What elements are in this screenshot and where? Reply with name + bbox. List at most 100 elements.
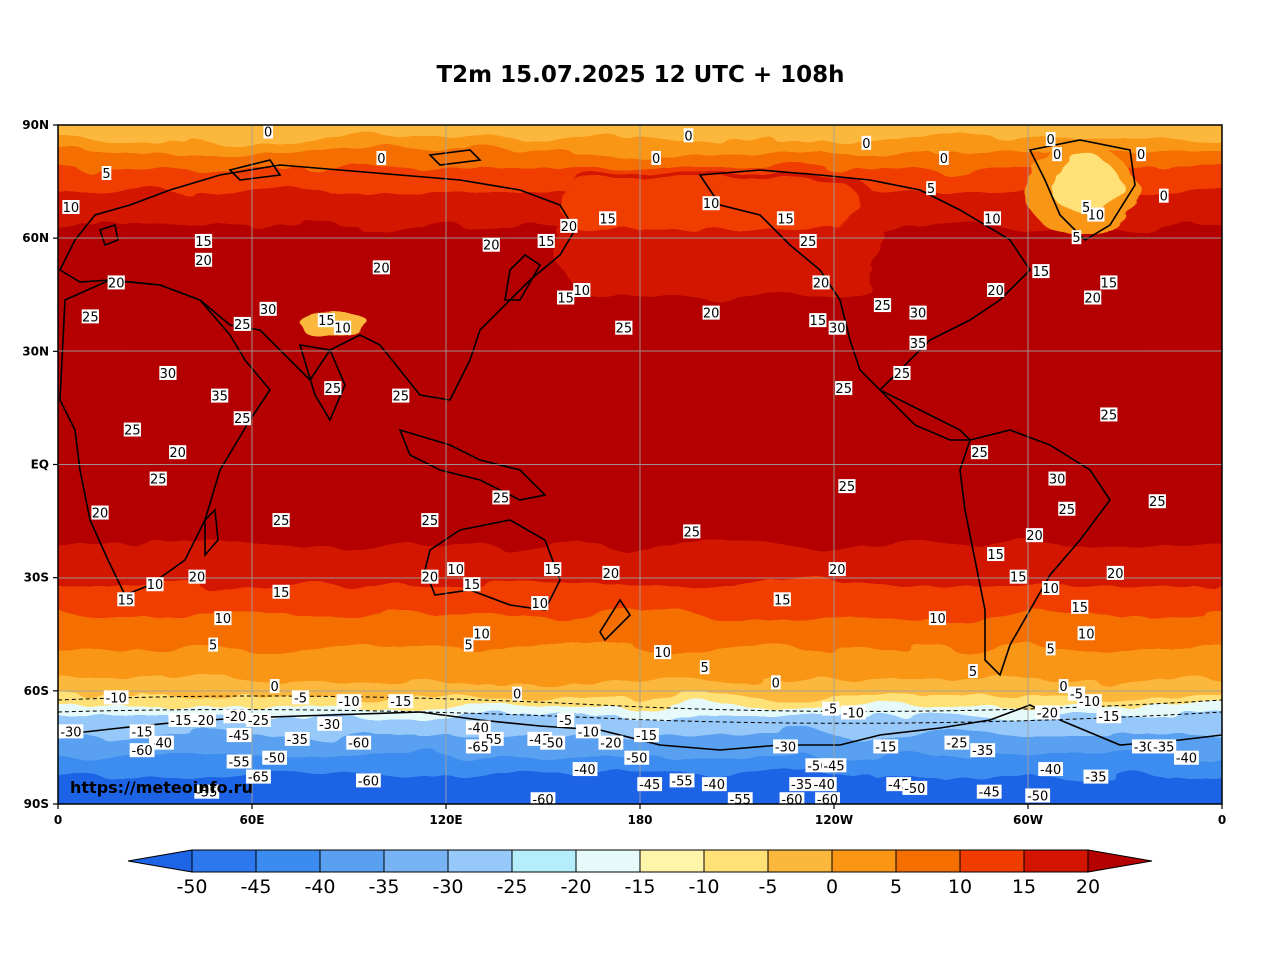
isotherm-label: 10: [146, 577, 164, 593]
isotherm-label-text: 20: [813, 276, 830, 291]
isotherm-label: -5: [1067, 686, 1086, 703]
isotherm-label-text: 0: [1053, 148, 1061, 163]
isotherm-label: 15: [776, 211, 795, 227]
isotherm-label: 10: [472, 626, 491, 642]
isotherm-label-text: 10: [703, 197, 720, 212]
isotherm-label-text: 25: [616, 322, 633, 337]
isotherm-label-text: -40: [151, 737, 172, 752]
isotherm-label: -20: [598, 735, 624, 752]
isotherm-label: -55: [226, 754, 252, 771]
colorbar-label: -25: [496, 876, 527, 898]
isotherm-label: -25: [944, 735, 970, 752]
isotherm-label: 30: [909, 305, 927, 322]
isotherm-label-text: 25: [493, 491, 510, 506]
isotherm-label-text: -10: [578, 725, 599, 740]
isotherm-label-text: 5: [927, 182, 935, 197]
isotherm-label-text: 15: [318, 314, 335, 329]
lon-tick-label: 120E: [429, 813, 462, 827]
isotherm-label: 20: [482, 237, 500, 254]
isotherm-label: 25: [683, 524, 701, 540]
isotherm-label-text: 5: [1082, 201, 1090, 216]
isotherm-label-text: 25: [839, 480, 856, 495]
colorbar-label: 15: [1012, 876, 1036, 898]
isotherm-label-text: 10: [473, 627, 490, 642]
isotherm-label: 25: [893, 365, 911, 382]
isotherm-label: 15: [557, 290, 575, 307]
colorbar-label: -35: [368, 876, 399, 898]
isotherm-label-text: 20: [108, 276, 125, 291]
isotherm-label: 15: [544, 562, 562, 578]
isotherm-label: -65: [246, 769, 271, 786]
isotherm-label-text: 0: [377, 152, 385, 167]
isotherm-label: 25: [123, 422, 141, 439]
isotherm-label-text: 30: [910, 307, 927, 322]
isotherm-label-text: 15: [538, 235, 555, 250]
isotherm-label: 0: [683, 128, 694, 144]
isotherm-label: -40: [811, 777, 837, 793]
isotherm-label: 0: [939, 150, 949, 167]
isotherm-label-text: -65: [468, 740, 489, 755]
isotherm-label-text: -35: [972, 744, 993, 759]
isotherm-label: -5: [557, 713, 575, 729]
isotherm-label: 15: [599, 211, 617, 227]
isotherm-label: 15: [773, 592, 791, 608]
isotherm-label-text: -5: [294, 691, 307, 706]
isotherm-label-text: 0: [652, 152, 660, 167]
isotherm-label: -10: [841, 705, 866, 721]
isotherm-label-text: 10: [984, 212, 1001, 227]
isotherm-label-text: -55: [671, 774, 692, 789]
colorbar-segment: [831, 849, 897, 873]
isotherm-label: -30: [58, 724, 84, 740]
isotherm-label-text: -20: [225, 710, 246, 725]
isotherm-label-text: 5: [102, 167, 110, 182]
watermark: https://meteoinfo.ru: [70, 778, 253, 797]
isotherm-label-text: 25: [234, 412, 251, 427]
isotherm-label: 20: [987, 282, 1005, 299]
isotherm-label-text: 20: [603, 567, 620, 582]
colorbar-label: -50: [176, 876, 207, 898]
colorbar-label: -10: [688, 876, 719, 898]
colorbar-arrow-high: [1087, 849, 1153, 873]
isotherm-label-text: -15: [131, 725, 152, 740]
isotherm-label-text: -35: [791, 778, 812, 793]
isotherm-label: 10: [1087, 207, 1105, 224]
isotherm-label-text: -25: [248, 714, 269, 729]
isotherm-label: 25: [838, 479, 856, 495]
isotherm-label-text: -50: [1027, 789, 1048, 804]
isotherm-label-text: -15: [170, 714, 191, 729]
isotherm-label: 25: [970, 445, 989, 461]
colorbar-label: 0: [826, 876, 838, 898]
colorbar-label: -45: [240, 876, 271, 898]
lat-tick-label: 90S: [24, 797, 49, 811]
isotherm-label: 35: [909, 335, 927, 352]
isotherm-label-text: -5: [1070, 688, 1083, 703]
isotherm-label: 0: [1136, 147, 1146, 163]
isotherm-label: -35: [970, 743, 996, 759]
colorbar-label: -40: [304, 876, 335, 898]
isotherm-label: 25: [324, 381, 342, 397]
isotherm-label: 5: [101, 166, 112, 182]
isotherm-label-text: 25: [273, 514, 290, 529]
isotherm-label: 15: [194, 233, 213, 250]
isotherm-label-text: 10: [147, 578, 164, 593]
isotherm-label-text: 15: [774, 593, 791, 608]
isotherm-label-text: -35: [1153, 740, 1174, 755]
colorbar-segment: [575, 849, 641, 873]
isotherm-label-text: -20: [600, 737, 621, 752]
lon-tick-label: 0: [1218, 813, 1226, 827]
isotherm-label: -55: [194, 784, 220, 801]
isotherm-label-text: 0: [1046, 133, 1054, 148]
isotherm-label-text: 0: [684, 129, 692, 144]
isotherm-label: -15: [168, 713, 194, 729]
isotherm-label-text: 10: [1088, 209, 1105, 224]
isotherm-label-text: 30: [829, 322, 846, 337]
colorbar-arrow-low: [127, 849, 193, 873]
isotherm-label: -35: [789, 777, 815, 793]
isotherm-label: 25: [1100, 407, 1118, 423]
isotherm-label-text: 20: [483, 239, 500, 254]
isotherm-label-text: 35: [910, 337, 927, 352]
isotherm-label: 15: [1071, 599, 1089, 616]
isotherm-label-text: 0: [270, 680, 278, 695]
isotherm-label: 15: [463, 577, 481, 593]
isotherm-label-text: -60: [348, 737, 369, 752]
